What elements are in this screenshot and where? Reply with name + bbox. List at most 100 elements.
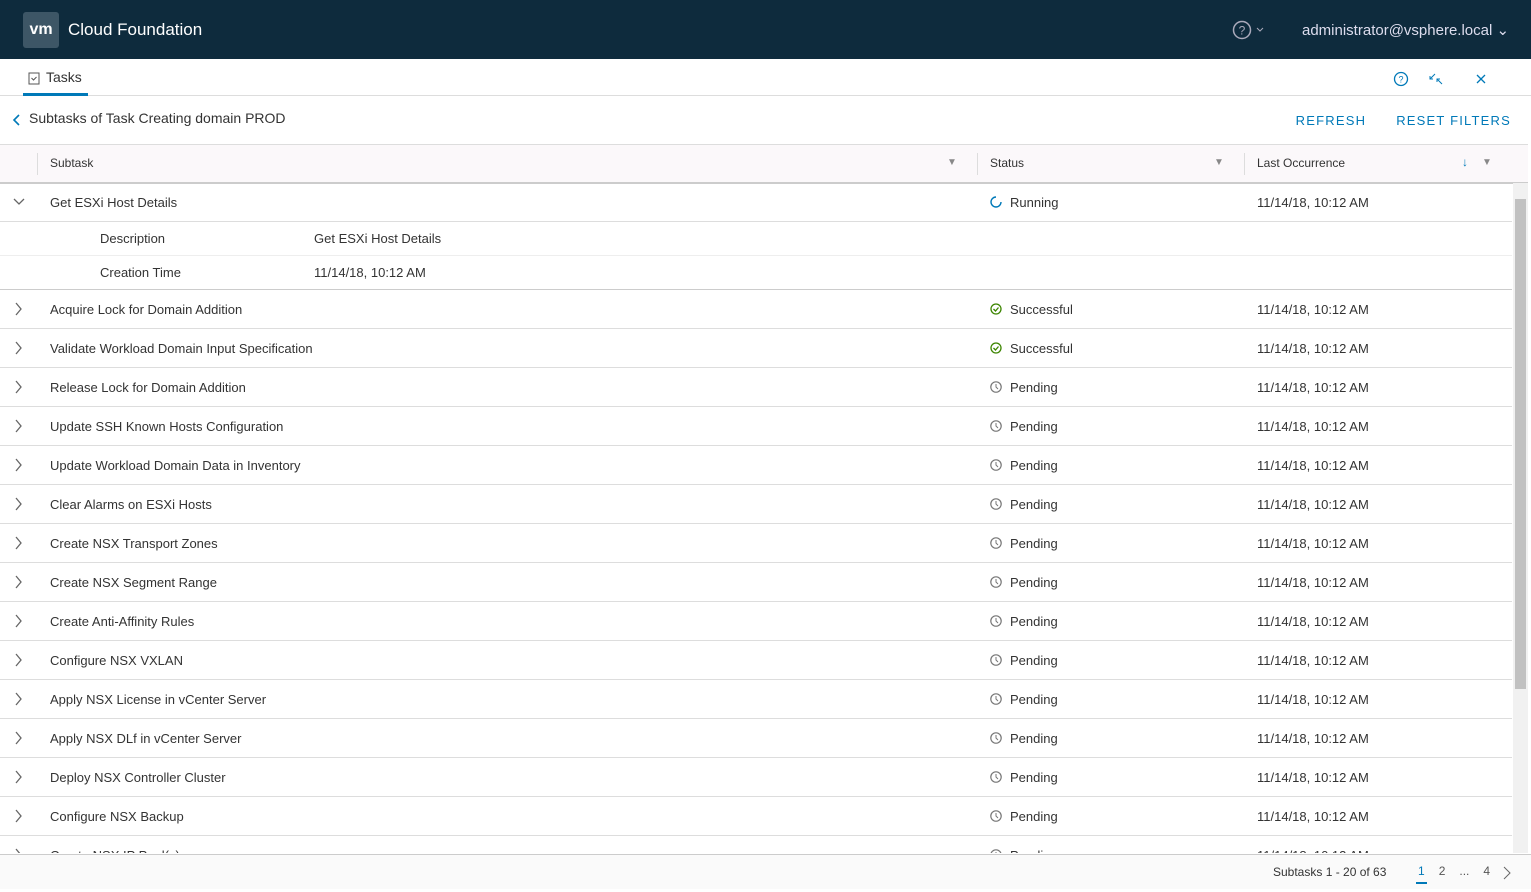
expand-toggle[interactable]	[12, 770, 26, 787]
last-occurrence: 11/14/18, 10:12 AM	[1257, 809, 1369, 824]
pagination: 1 2... 4	[1416, 864, 1492, 884]
task-row: Acquire Lock for Domain Addition Successf…	[0, 290, 1512, 329]
task-row: Get ESXi Host Details Running 11/14/18, 10…	[0, 183, 1512, 222]
task-row: Create NSX Segment Range Pending 11/14/18,…	[0, 563, 1512, 602]
last-occurrence: 11/14/18, 10:12 AM	[1257, 419, 1369, 434]
subtask-name: Update SSH Known Hosts Configuration	[50, 419, 284, 434]
status-icon	[990, 196, 1002, 211]
last-occurrence: 11/14/18, 10:12 AM	[1257, 302, 1369, 317]
expand-toggle[interactable]	[12, 731, 26, 748]
status-text: Pending	[1010, 536, 1058, 551]
status-icon	[990, 459, 1002, 474]
page-link[interactable]: 2	[1438, 864, 1446, 878]
table-body: Get ESXi Host Details Running 11/14/18, 10…	[0, 183, 1512, 853]
scrollbar[interactable]	[1513, 183, 1528, 853]
task-row: Update Workload Domain Data in Inventory…	[0, 446, 1512, 485]
task-row: Configure NSX VXLAN Pending 11/14/18, 10:1…	[0, 641, 1512, 680]
expand-toggle[interactable]	[12, 302, 26, 319]
subtask-name: Update Workload Domain Data in Inventory	[50, 458, 301, 473]
task-row: Create NSX IP Pool(s) Pending 11/14/18, 10…	[0, 836, 1512, 853]
expand-toggle[interactable]	[12, 692, 26, 709]
svg-text:?: ?	[1398, 75, 1403, 85]
page-link[interactable]: 4	[1483, 864, 1491, 878]
product-name: Cloud Foundation	[68, 20, 203, 39]
task-row: Apply NSX License in vCenter Server Pendi…	[0, 680, 1512, 719]
expand-toggle[interactable]	[12, 341, 26, 358]
panel-controls[interactable]: ?	[1392, 70, 1492, 88]
status-text: Pending	[1010, 848, 1058, 853]
status-icon	[990, 420, 1002, 435]
subtask-name: Create Anti-Affinity Rules	[50, 614, 195, 629]
status-text: Pending	[1010, 497, 1058, 512]
expand-toggle[interactable]	[12, 575, 26, 592]
help-menu[interactable]: ?	[1232, 20, 1266, 40]
action-button[interactable]: RESET FILTERS	[1396, 113, 1511, 128]
expand-toggle[interactable]	[12, 809, 26, 826]
subtask-name: Get ESXi Host Details	[50, 195, 178, 210]
status-text: Pending	[1010, 731, 1058, 746]
tab[interactable]: Tasks	[23, 59, 88, 96]
breadcrumb-title: Subtasks of Task Creating domain PROD	[29, 110, 286, 126]
detail-row: Description Get ESXi Host Details	[0, 222, 1512, 256]
status-icon	[990, 732, 1002, 747]
status-icon	[990, 615, 1002, 630]
column-header: Last Occurrence	[1257, 156, 1346, 170]
page-link[interactable]: ...	[1459, 864, 1470, 878]
expand-toggle[interactable]	[12, 419, 26, 436]
expand-toggle[interactable]	[12, 380, 26, 397]
task-row: Apply NSX DLf in vCenter Server Pending 11…	[0, 719, 1512, 758]
last-occurrence: 11/14/18, 10:12 AM	[1257, 341, 1369, 356]
tab-bar: Tasks ?	[0, 59, 1531, 96]
column-filter[interactable]: ▼	[947, 157, 957, 168]
status-icon	[990, 303, 1002, 318]
last-occurrence: 11/14/18, 10:12 AM	[1257, 575, 1369, 590]
task-row: Clear Alarms on ESXi Hosts Pending 11/14/1…	[0, 485, 1512, 524]
svg-text:?: ?	[1239, 24, 1246, 38]
user-name: administrator@vsphere.local	[1302, 22, 1493, 39]
expand-toggle[interactable]	[12, 497, 26, 514]
subtask-name: Acquire Lock for Domain Addition	[50, 302, 243, 317]
status-text: Pending	[1010, 692, 1058, 707]
action-button[interactable]: REFRESH	[1295, 113, 1367, 128]
column-divider	[977, 153, 978, 175]
last-occurrence: 11/14/18, 10:12 AM	[1257, 770, 1369, 785]
page-link[interactable]: 1	[1416, 864, 1427, 884]
last-occurrence: 11/14/18, 10:12 AM	[1257, 380, 1369, 395]
status-text: Pending	[1010, 380, 1058, 395]
tab-icon	[28, 72, 40, 85]
logo[interactable]: vm	[23, 12, 59, 48]
back-arrow[interactable]	[11, 113, 23, 127]
last-occurrence: 11/14/18, 10:12 AM	[1257, 653, 1369, 668]
detail-value: 11/14/18, 10:12 AM	[314, 265, 426, 280]
status-text: Pending	[1010, 575, 1058, 590]
status-icon	[990, 498, 1002, 513]
column-filter[interactable]: ▼	[1482, 157, 1492, 168]
expand-toggle[interactable]	[12, 536, 26, 553]
sort-indicator[interactable]: ↓	[1462, 155, 1468, 169]
status-icon	[990, 654, 1002, 669]
table-header: Subtask ▼ Status ▼ Last Occurrence ▼ ↓	[0, 144, 1528, 184]
status-icon	[990, 537, 1002, 552]
expand-toggle[interactable]	[12, 848, 26, 853]
status-icon	[990, 381, 1002, 396]
task-row: Update SSH Known Hosts Configuration Pend…	[0, 407, 1512, 446]
status-icon	[990, 693, 1002, 708]
expand-toggle[interactable]	[12, 653, 26, 670]
next-page[interactable]	[1502, 866, 1512, 880]
task-row: Release Lock for Domain Addition Pending 1…	[0, 368, 1512, 407]
column-divider	[37, 153, 38, 175]
status-text: Pending	[1010, 419, 1058, 434]
expand-toggle[interactable]	[12, 458, 26, 475]
column-filter[interactable]: ▼	[1214, 157, 1224, 168]
expand-toggle[interactable]	[12, 614, 26, 631]
action-bar: REFRESH RESET FILTERS	[1296, 113, 1511, 128]
last-occurrence: 11/14/18, 10:12 AM	[1257, 536, 1369, 551]
last-occurrence: 11/14/18, 10:12 AM	[1257, 195, 1369, 210]
status-text: Running	[1010, 195, 1059, 210]
expand-toggle[interactable]	[12, 195, 26, 212]
user-menu[interactable]: administrator@vsphere.local ⌄	[1302, 22, 1510, 39]
table-footer: Subtasks 1 - 20 of 63 1 2... 4	[0, 854, 1531, 889]
status-text: Successful	[1010, 302, 1073, 317]
last-occurrence: 11/14/18, 10:12 AM	[1257, 692, 1369, 707]
